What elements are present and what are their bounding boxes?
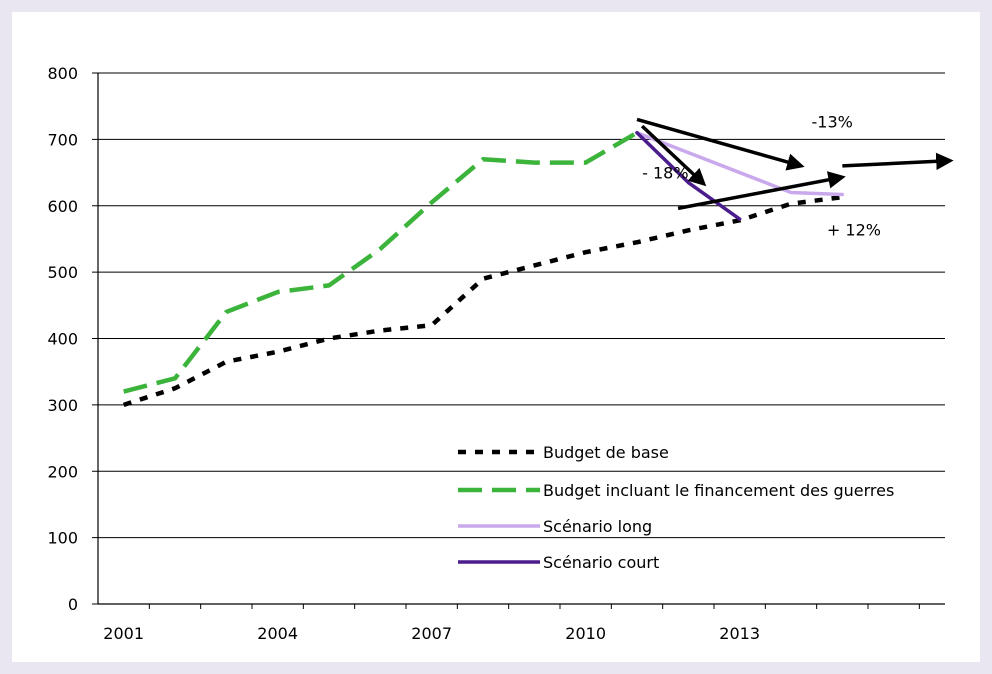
x-tick-label-2010: 2010 <box>565 624 606 643</box>
annotation-arrow-1 <box>636 117 805 171</box>
y-tick-label-700: 700 <box>47 130 78 149</box>
y-tick-label-100: 100 <box>47 529 78 548</box>
series-line-budget-de-base <box>122 194 843 408</box>
series-line-sc-nario-long <box>635 130 845 197</box>
legend-label-sc-nario-long: Scénario long <box>543 517 652 536</box>
annotation-arrow-4 <box>842 152 954 171</box>
annotations: -13% - 18% + 12% <box>642 112 881 239</box>
series-lines <box>122 130 845 408</box>
annotation-label-1: -13% <box>812 112 853 131</box>
x-tick-label-2001: 2001 <box>103 624 144 643</box>
x-tick-label-2013: 2013 <box>719 624 760 643</box>
x-tick-label-2007: 2007 <box>411 624 452 643</box>
legend-label-sc-nario-court: Scénario court <box>543 553 659 572</box>
x-tick-label-2004: 2004 <box>257 624 298 643</box>
y-tick-label-800: 800 <box>47 64 78 83</box>
y-tick-label-300: 300 <box>47 396 78 415</box>
annotation-arrows <box>636 117 954 211</box>
grid-lines <box>98 72 945 539</box>
legend: Budget de base Budget incluant le finance… <box>458 443 894 572</box>
y-tick-label-0: 0 <box>68 595 78 614</box>
y-tick-label-400: 400 <box>47 330 78 349</box>
annotation-arrow-3 <box>677 171 846 211</box>
legend-label-budget-de-base: Budget de base <box>543 443 669 462</box>
annotation-arrow-2 <box>640 124 707 187</box>
annotation-label-2: - 18% <box>642 164 688 183</box>
annotation-label-3: + 12% <box>827 221 881 240</box>
series-line-budget-incluant-le-financement-des-guerres <box>123 130 639 394</box>
y-tick-label-200: 200 <box>47 462 78 481</box>
axes <box>92 72 945 609</box>
tick-labels: 0 100 200 300 400 500 600 700 800 2001 2004 2007 201… <box>47 64 760 643</box>
y-tick-label-500: 500 <box>47 263 78 282</box>
y-tick-label-600: 600 <box>47 197 78 216</box>
legend-label-budget-incluant-le-financement-des-guerres: Budget incluant le financement des guerr… <box>543 481 894 500</box>
